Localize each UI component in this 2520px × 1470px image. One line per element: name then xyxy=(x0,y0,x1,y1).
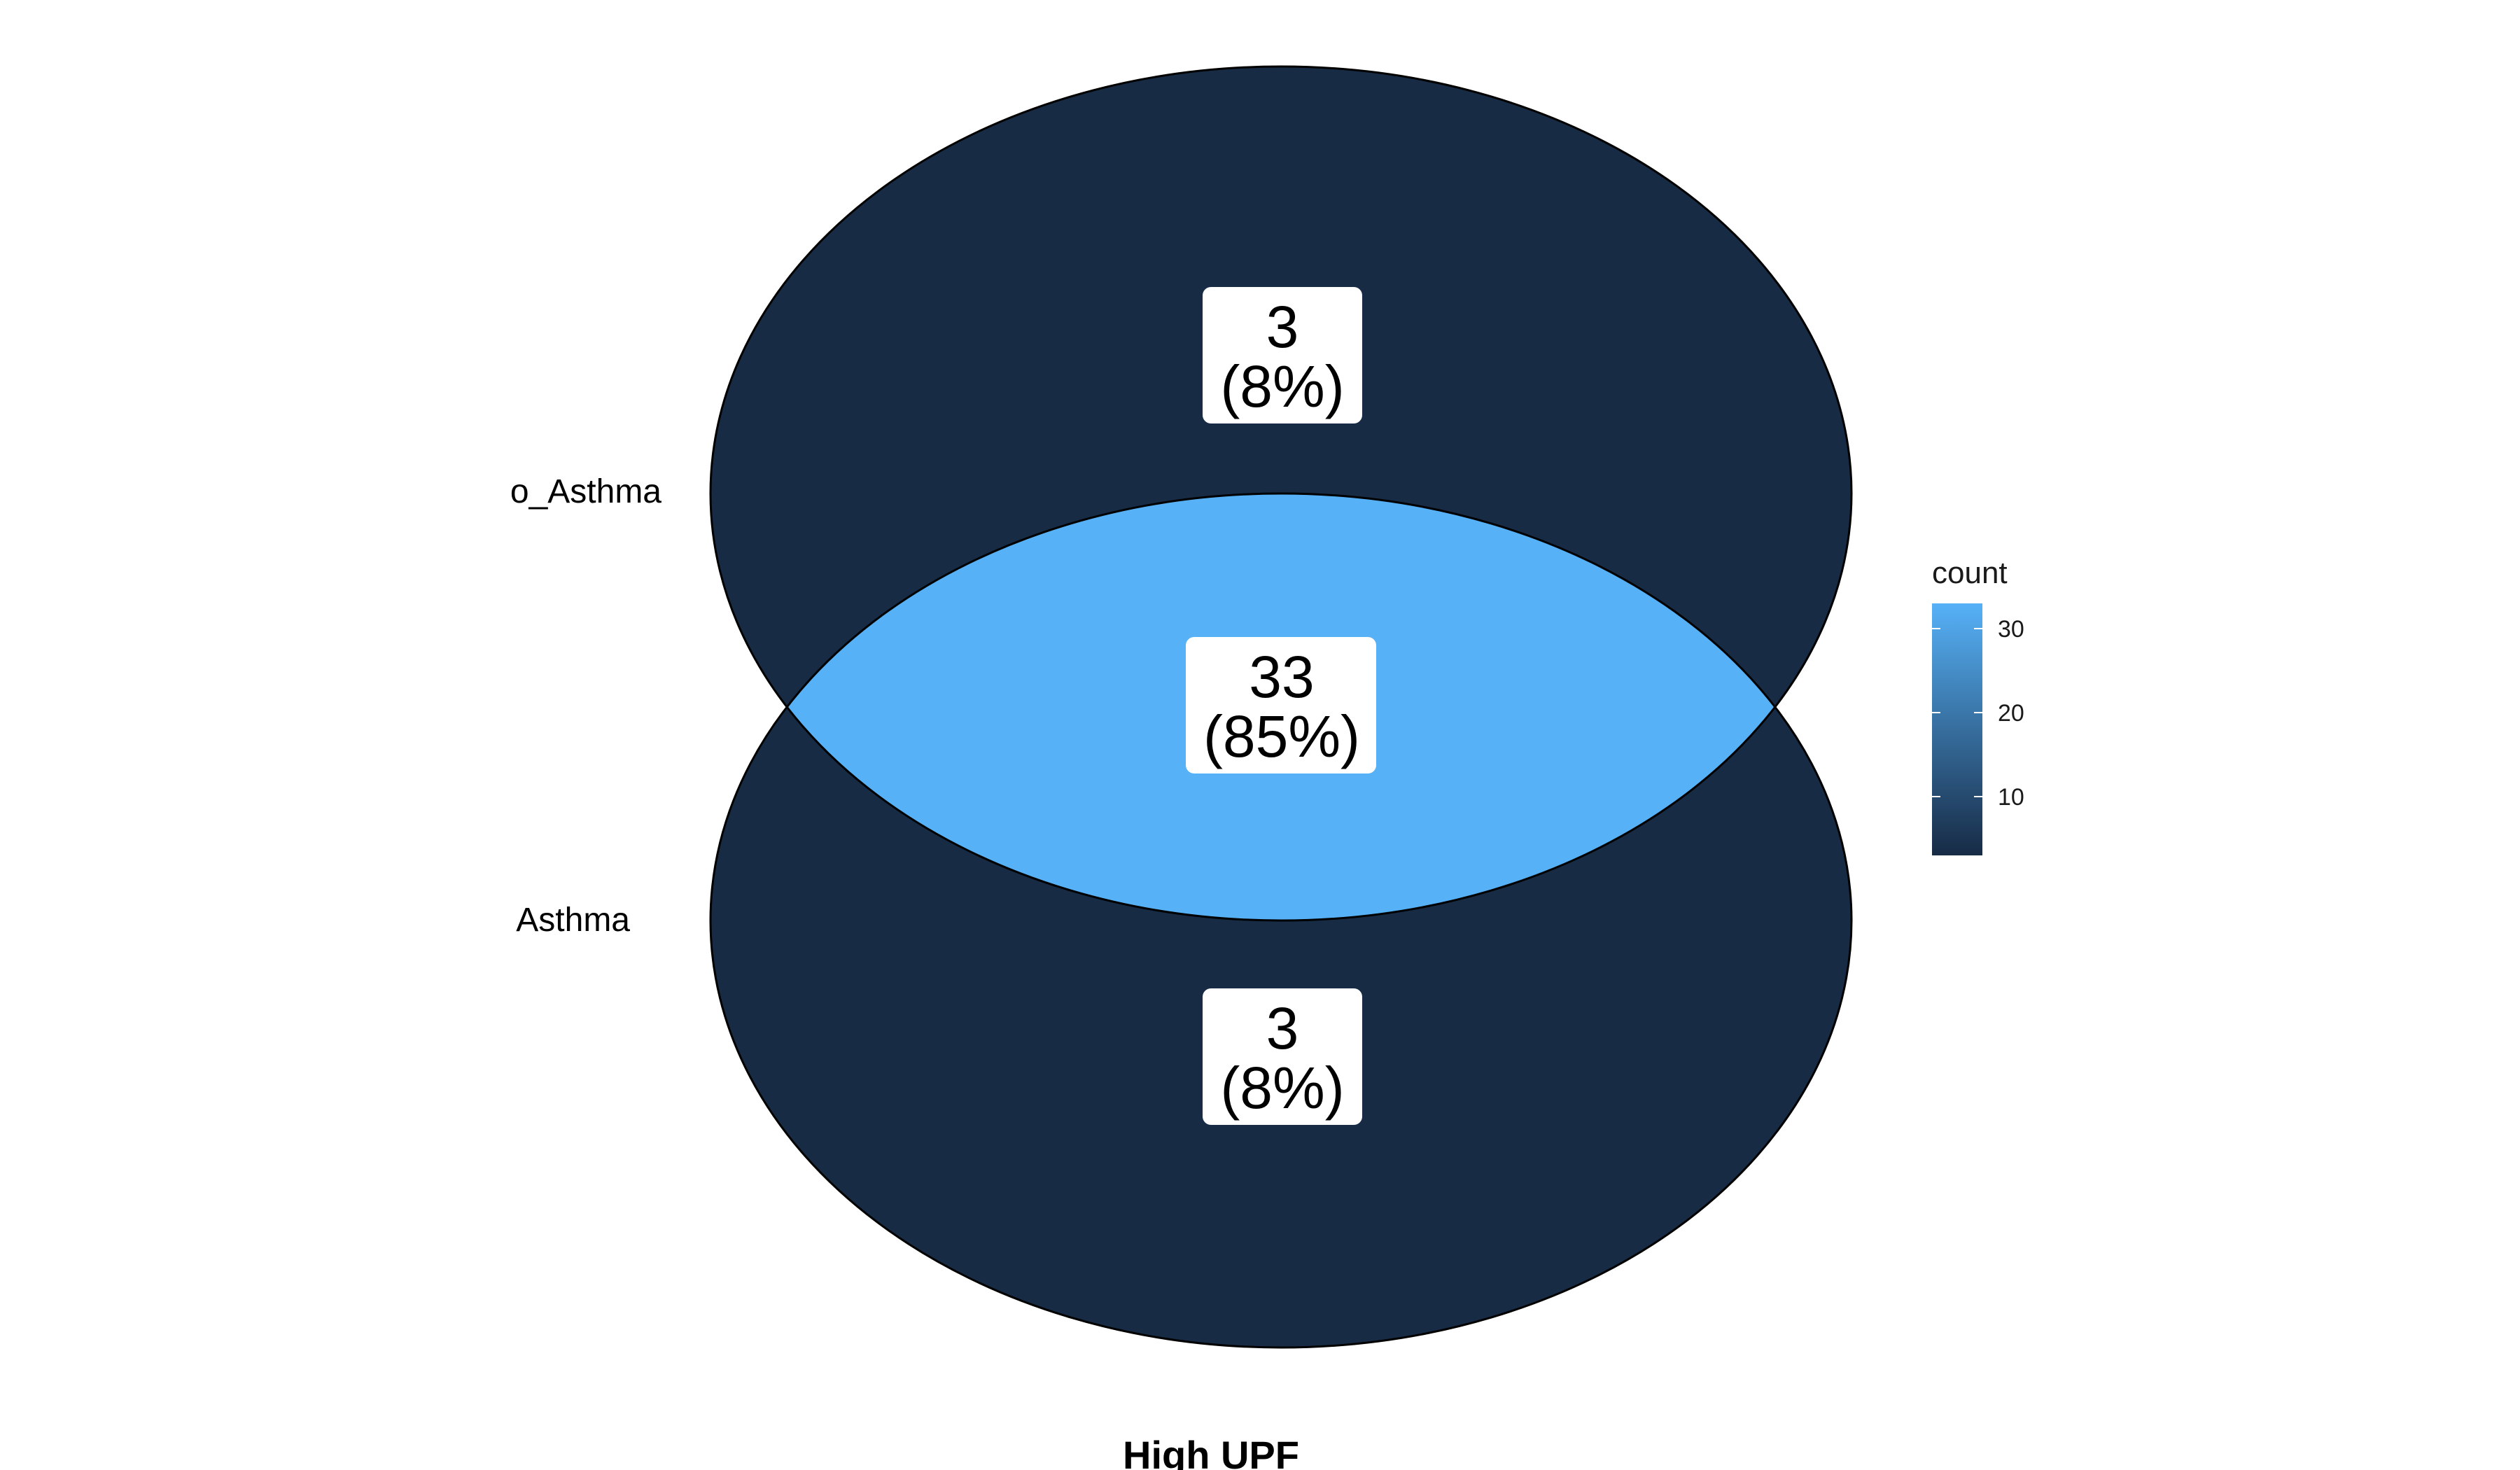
intersection-region xyxy=(710,493,1851,920)
set-label-o-asthma: o_Asthma xyxy=(510,473,662,510)
legend-colorbar xyxy=(1932,603,1982,855)
region-label-box xyxy=(1186,637,1376,774)
legend-tick-label: 30 xyxy=(1998,616,2024,643)
legend-ticks: 30 20 10 xyxy=(1932,616,2024,811)
set-o-asthma-outline xyxy=(709,65,1853,922)
set-label-asthma: Asthma xyxy=(516,902,630,939)
region-label-o-asthma-only: 3 (8%) xyxy=(1203,287,1362,424)
legend-tick-label: 20 xyxy=(1998,700,2024,727)
region-percent: (85%) xyxy=(1203,704,1360,769)
region-label-asthma-only: 3 (8%) xyxy=(1203,988,1362,1125)
region-percent: (8%) xyxy=(1220,354,1344,419)
region-count: 3 xyxy=(1266,995,1299,1061)
color-legend: count 30 20 10 xyxy=(1932,556,2024,855)
legend-tick-label: 10 xyxy=(1998,784,2024,811)
region-label-box xyxy=(1203,988,1362,1125)
region-count: 3 xyxy=(1266,294,1299,360)
region-count: 33 xyxy=(1249,644,1314,710)
legend-title: count xyxy=(1932,556,2008,590)
plot-title: High UPF xyxy=(1123,1433,1299,1470)
region-label-box xyxy=(1203,287,1362,424)
region-percent: (8%) xyxy=(1220,1055,1344,1121)
region-label-intersection: 33 (85%) xyxy=(1186,637,1376,774)
set-asthma-outline xyxy=(709,492,1853,1349)
